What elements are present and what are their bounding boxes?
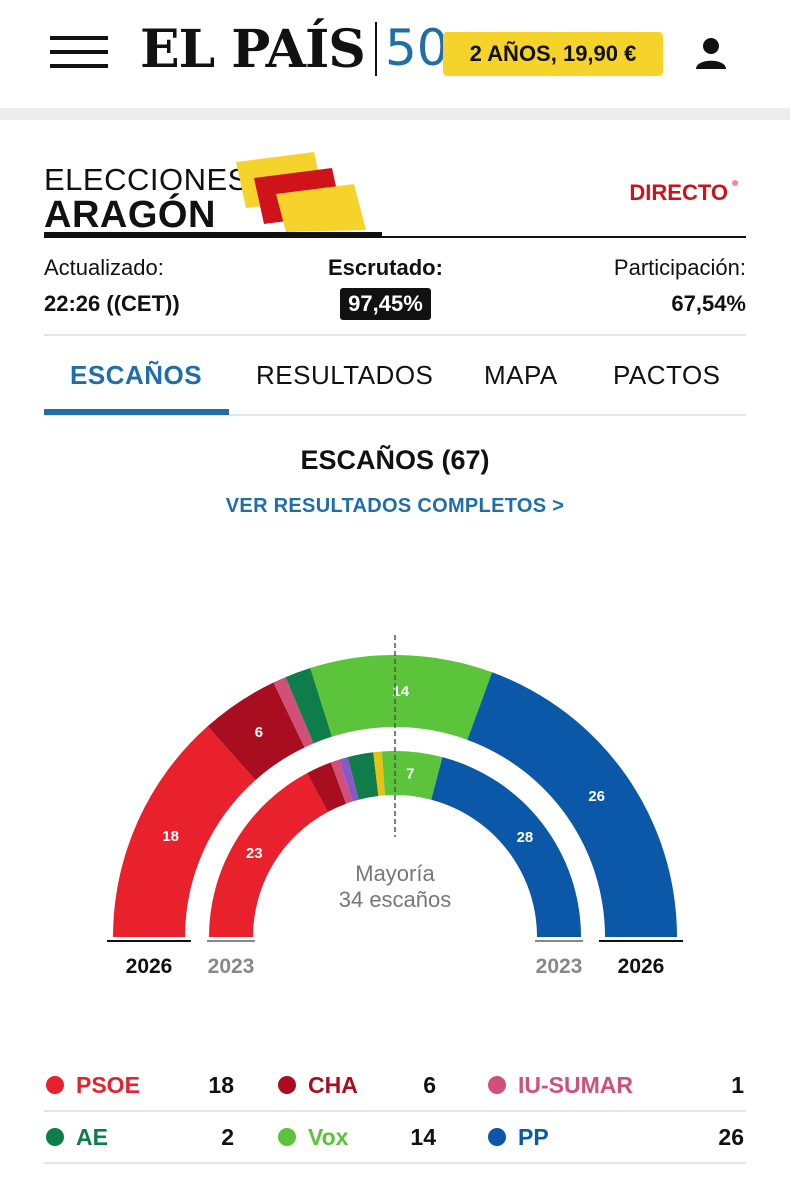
election-title-region: ARAGÓN <box>44 194 216 236</box>
election-header: ELECCIONES ARAGÓN DIRECTO <box>44 150 746 242</box>
turnout-stat: Participación: 67,54% <box>614 254 746 318</box>
year-label-inner-right: 2023 <box>536 955 583 978</box>
turnout-value: 67,54% <box>671 291 746 316</box>
header-separator <box>0 108 790 120</box>
legend-item-psoe: PSOE 18 <box>44 1060 234 1112</box>
legend-seat-count: 2 <box>221 1124 234 1150</box>
majority-label-seats: 34 escaños <box>339 887 452 912</box>
seat-arc-2023-podemos[interactable] <box>339 757 359 802</box>
seat-arc-2023-par[interactable] <box>373 751 386 796</box>
user-icon[interactable] <box>693 36 729 70</box>
legend-dot-icon <box>46 1128 64 1146</box>
live-dot-icon <box>732 180 738 186</box>
seat-label-2026-cha: 6 <box>255 724 263 741</box>
seat-label-2026-vox: 14 <box>392 683 409 700</box>
legend-party-name: IU-SUMAR <box>518 1072 633 1098</box>
legend-party-name: PP <box>518 1124 549 1150</box>
updated-label: Actualizado: <box>44 255 164 280</box>
legend-seat-count: 6 <box>423 1072 436 1098</box>
legend-item-pp: PP 26 <box>486 1112 746 1164</box>
site-logo[interactable]: EL PAÍS <box>140 19 366 80</box>
legend-dot-icon <box>488 1076 506 1094</box>
logo-divider <box>375 22 377 76</box>
legend-item-cha: CHA 6 <box>276 1060 436 1112</box>
results-tabs: ESCAÑOS RESULTADOS MAPA PACTOS <box>44 348 746 418</box>
top-bar: EL PAÍS 50 2 AÑOS, 19,90 € <box>0 0 790 108</box>
legend-party-name: Vox <box>308 1124 349 1150</box>
legend-dot-icon <box>46 1076 64 1094</box>
seat-arc-2026-psoe[interactable] <box>113 726 256 937</box>
tab-mapa[interactable]: MAPA <box>484 360 558 390</box>
seat-arc-2023-iu-sumar[interactable] <box>330 759 353 804</box>
election-title-top: ELECCIONES <box>44 162 249 197</box>
seat-arc-2023-cha[interactable] <box>307 762 347 812</box>
seat-arc-2023-psoe[interactable] <box>209 773 328 937</box>
seat-arc-2026-vox[interactable] <box>310 655 493 740</box>
party-legend: PSOE 18 CHA 6 IU-SUMAR 1 AE 2 Vox 14 PP … <box>44 1060 746 1164</box>
chart-title: ESCAÑOS (67) <box>300 445 490 475</box>
turnout-label: Participación: <box>613 255 746 280</box>
year-label-inner-left: 2023 <box>208 955 255 978</box>
live-label[interactable]: DIRECTO <box>629 180 728 205</box>
legend-seat-count: 18 <box>208 1072 234 1098</box>
seat-label-2026-pp: 26 <box>588 788 605 805</box>
year-label-outer-left: 2026 <box>126 955 173 978</box>
seat-arc-2026-iu-sumar[interactable] <box>273 677 314 748</box>
legend-seat-count: 1 <box>731 1072 744 1098</box>
seat-label-2023-pp: 28 <box>517 829 534 846</box>
active-tab-indicator <box>44 409 229 415</box>
tab-resultados[interactable]: RESULTADOS <box>256 360 434 390</box>
counted-value: 97,45% <box>340 288 431 320</box>
legend-seat-count: 26 <box>718 1124 744 1150</box>
legend-row: AE 2 Vox 14 PP 26 <box>44 1112 746 1164</box>
legend-row: PSOE 18 CHA 6 IU-SUMAR 1 <box>44 1060 746 1112</box>
title-underline <box>44 232 382 238</box>
legend-item-ae: AE 2 <box>44 1112 234 1164</box>
tabs-baseline <box>44 414 746 416</box>
legend-seat-count: 14 <box>410 1124 436 1150</box>
legend-party-name: CHA <box>308 1072 358 1098</box>
menu-icon[interactable] <box>50 36 108 68</box>
year-label-outer-right: 2026 <box>618 955 665 978</box>
legend-item-vox: Vox 14 <box>276 1112 436 1164</box>
title-underline-thin <box>382 236 746 238</box>
legend-party-name: PSOE <box>76 1072 140 1098</box>
subscription-promo-button[interactable]: 2 AÑOS, 19,90 € <box>443 32 663 76</box>
seat-arc-2026-cha[interactable] <box>207 682 305 781</box>
seat-arc-2023-vox[interactable] <box>381 751 443 800</box>
seat-arc-2023-pp[interactable] <box>431 757 581 937</box>
legend-dot-icon <box>278 1128 296 1146</box>
seat-arc-2023-ae[interactable] <box>347 752 379 800</box>
updated-value: 22:26 ((CET)) <box>44 291 180 316</box>
aragon-flag-graphic <box>236 152 366 232</box>
anniversary-logo: 50 <box>385 19 445 77</box>
counted-label: Escrutado: <box>328 255 443 280</box>
legend-dot-icon <box>278 1076 296 1094</box>
legend-dot-icon <box>488 1128 506 1146</box>
majority-label-title: Mayoría <box>355 861 435 886</box>
seat-arc-2026-pp[interactable] <box>467 672 677 937</box>
tab-escanos[interactable]: ESCAÑOS <box>70 360 203 390</box>
legend-item-iu-sumar: IU-SUMAR 1 <box>486 1060 746 1112</box>
updated-stat: Actualizado: 22:26 ((CET)) <box>44 254 180 318</box>
seat-arc-2026-ae[interactable] <box>285 667 332 744</box>
seat-label-2026-psoe: 18 <box>162 828 179 845</box>
stats-divider <box>44 334 746 336</box>
counted-stat: Escrutado: 97,45% <box>328 254 443 320</box>
tab-pactos[interactable]: PACTOS <box>613 360 721 390</box>
seat-label-2023-vox: 7 <box>406 766 414 783</box>
full-results-link[interactable]: VER RESULTADOS COMPLETOS > <box>225 495 565 517</box>
legend-party-name: AE <box>76 1124 108 1150</box>
seat-label-2023-psoe: 23 <box>246 845 263 862</box>
